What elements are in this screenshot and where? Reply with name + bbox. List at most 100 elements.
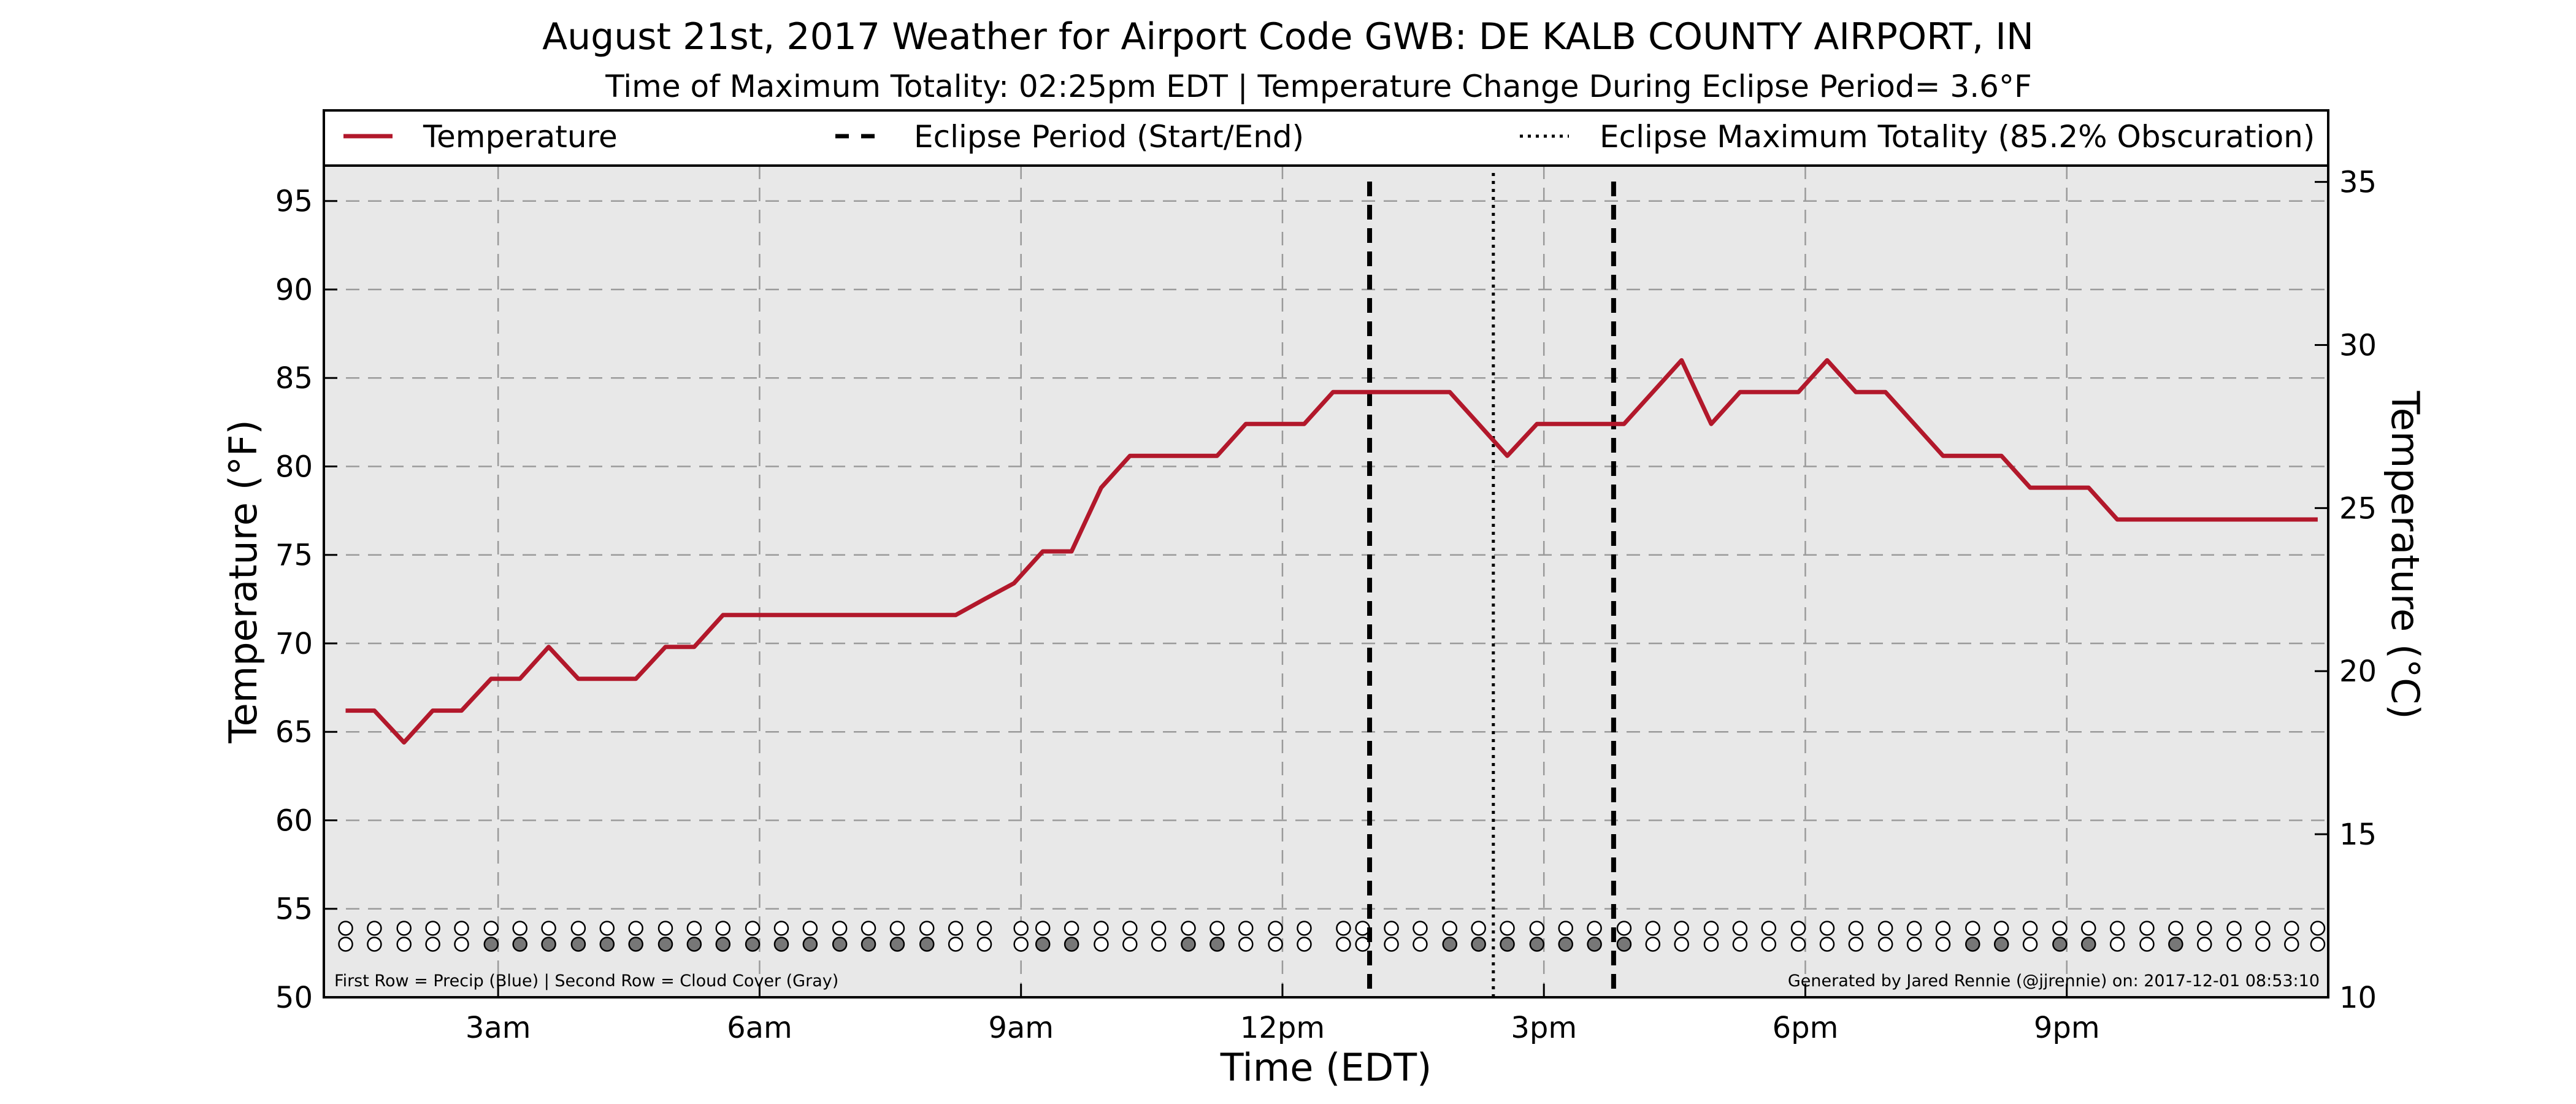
cloud-cover-marker xyxy=(1181,937,1196,952)
cloud-cover-marker xyxy=(1587,937,1602,952)
cloud-cover-marker xyxy=(832,937,848,952)
precip-marker xyxy=(976,921,992,936)
precip-marker xyxy=(338,921,353,936)
x-tick-label: 12pm xyxy=(1240,1011,1325,1045)
y-right-tick-label: 20 xyxy=(2339,654,2377,689)
precip-marker xyxy=(628,921,643,936)
precip-marker xyxy=(2081,921,2096,936)
x-axis-label: Time (EDT) xyxy=(1220,1045,1432,1090)
y-right-tick-label: 25 xyxy=(2339,491,2377,526)
cloud-cover-marker xyxy=(889,937,905,952)
precip-marker xyxy=(1094,921,1109,936)
chart-subtitle: Time of Maximum Totality: 02:25pm EDT | … xyxy=(605,69,2031,104)
cloud-cover-marker xyxy=(1122,937,1138,952)
precip-marker xyxy=(1819,921,1835,936)
y-right-tick-label: 10 xyxy=(2339,981,2377,1015)
cloud-cover-marker xyxy=(948,937,964,952)
precip-marker xyxy=(1703,921,1719,936)
cloud-cover-marker xyxy=(2226,937,2242,952)
y-axis-label-right: Temperature (°C) xyxy=(2383,390,2428,719)
precip-marker xyxy=(919,921,935,936)
precip-marker xyxy=(832,921,848,936)
precip-marker xyxy=(1209,921,1225,936)
cloud-cover-marker xyxy=(919,937,935,952)
precip-marker xyxy=(715,921,731,936)
precip-marker xyxy=(2139,921,2155,936)
legend-label-temperature: Temperature xyxy=(423,119,618,155)
legend-label-eclipse-max: Eclipse Maximum Totality (85.2% Obscurat… xyxy=(1600,119,2315,155)
precip-marker xyxy=(2310,921,2326,936)
cloud-cover-marker xyxy=(1471,937,1486,952)
cloud-cover-marker xyxy=(1906,937,1922,952)
precip-marker xyxy=(1906,921,1922,936)
cloud-cover-marker xyxy=(1848,937,1864,952)
precip-marker xyxy=(1413,921,1428,936)
cloud-cover-marker xyxy=(1355,937,1370,952)
precip-marker xyxy=(1471,921,1486,936)
cloud-cover-marker xyxy=(1616,937,1632,952)
cloud-cover-marker xyxy=(802,937,818,952)
precip-marker xyxy=(396,921,412,936)
precip-marker xyxy=(686,921,702,936)
precip-marker xyxy=(2255,921,2271,936)
precip-marker xyxy=(2226,921,2242,936)
precip-marker xyxy=(1064,921,1079,936)
x-tick-label: 3pm xyxy=(1511,1011,1577,1045)
cloud-cover-marker xyxy=(628,937,643,952)
precip-marker xyxy=(1442,921,1458,936)
precip-marker xyxy=(2284,921,2299,936)
cloud-cover-marker xyxy=(1877,937,1893,952)
cloud-cover-marker xyxy=(715,937,731,952)
cloud-cover-marker xyxy=(1384,937,1399,952)
cloud-cover-marker xyxy=(976,937,992,952)
y-right-tick-label: 30 xyxy=(2339,328,2377,362)
precip-marker xyxy=(1268,921,1283,936)
y-tick-label: 60 xyxy=(275,803,313,838)
precip-marker xyxy=(1616,921,1632,936)
precip-marker xyxy=(425,921,440,936)
precip-marker xyxy=(1732,921,1748,936)
cloud-cover-marker xyxy=(1819,937,1835,952)
cloud-cover-marker xyxy=(1993,937,2009,952)
plot-frame xyxy=(323,109,2329,999)
cloud-cover-marker xyxy=(2139,937,2155,952)
cloud-cover-marker xyxy=(1238,937,1254,952)
cloud-cover-marker xyxy=(2052,937,2068,952)
cloud-cover-marker xyxy=(1209,937,1225,952)
y-tick-label: 55 xyxy=(275,892,313,927)
cloud-cover-marker xyxy=(1413,937,1428,952)
precip-marker xyxy=(1558,921,1573,936)
cloud-cover-marker xyxy=(745,937,761,952)
cloud-cover-marker xyxy=(2022,937,2038,952)
grid-lines xyxy=(324,166,2328,997)
precip-marker xyxy=(454,921,469,936)
legend-label-eclipse-period: Eclipse Period (Start/End) xyxy=(914,119,1304,155)
cloud-cover-marker xyxy=(1935,937,1951,952)
cloud-cover-marker xyxy=(1151,937,1167,952)
y-right-tick-label: 35 xyxy=(2339,166,2377,200)
precip-marker xyxy=(2022,921,2038,936)
precip-marker xyxy=(1790,921,1806,936)
y-tick-label: 75 xyxy=(275,539,313,573)
y-tick-label: 70 xyxy=(275,627,313,661)
footnote-right: Generated by Jared Rennie (@jjrennie) on… xyxy=(1788,972,2320,991)
cloud-cover-marker xyxy=(1703,937,1719,952)
y-tick-label: 80 xyxy=(275,450,313,484)
y-axis-label-left: Temperature (°F) xyxy=(221,420,266,743)
cloud-cover-marker xyxy=(1268,937,1283,952)
precip-marker xyxy=(541,921,556,936)
cloud-cover-marker xyxy=(1013,937,1029,952)
cloud-cover-marker xyxy=(1297,937,1312,952)
y-tick-label: 85 xyxy=(275,361,313,396)
cloud-cover-marker xyxy=(454,937,469,952)
cloud-cover-marker xyxy=(773,937,789,952)
footnote-left: First Row = Precip (Blue) | Second Row =… xyxy=(334,972,838,991)
precip-marker xyxy=(1877,921,1893,936)
precip-marker xyxy=(2052,921,2068,936)
precip-marker xyxy=(2196,921,2212,936)
plot-area xyxy=(324,166,2328,997)
cloud-cover-marker xyxy=(425,937,440,952)
cloud-cover-marker xyxy=(338,937,353,952)
precip-marker xyxy=(948,921,964,936)
precip-marker xyxy=(1935,921,1951,936)
